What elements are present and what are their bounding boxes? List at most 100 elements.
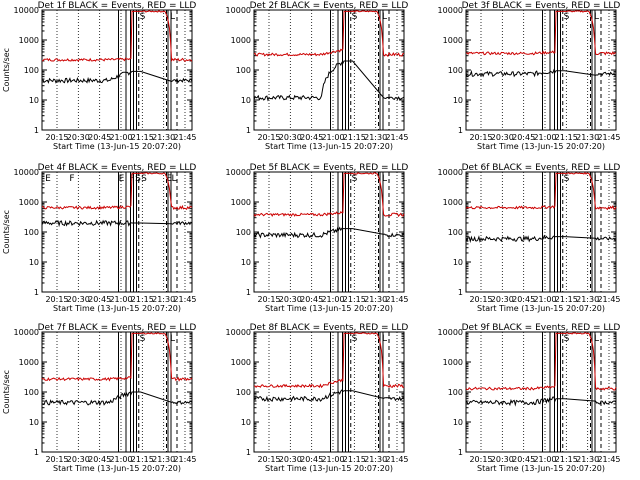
x-tick-label: 21:00 [109, 455, 132, 464]
y-tick-label: 1 [34, 288, 39, 297]
x-axis-label: Start Time (13-Jun-15 20:07:20) [53, 464, 181, 473]
x-tick-label: 21:15 [131, 295, 154, 304]
x-tick-label: 21:30 [364, 295, 387, 304]
y-tick-label: 1000 [231, 358, 251, 367]
chart-panel-8: Det 8f BLACK = Events, RED = LLD 1 10 100 10… [226, 323, 409, 473]
x-tick-label: 21:30 [364, 133, 387, 142]
y-tick-label: 1000 [443, 36, 463, 45]
x-tick-label: 20:45 [300, 295, 323, 304]
band-letter: S [564, 12, 570, 22]
chart-panel-1: Det 1f BLACK = Events, RED = LLD 1 10 100 10… [2, 1, 197, 151]
x-tick-label: 20:30 [491, 295, 514, 304]
x-axis-label: Start Time (13-Jun-15 20:07:20) [53, 142, 181, 151]
lld-series-line [465, 10, 617, 56]
y-tick-label: 10000 [226, 328, 251, 337]
chart-panel-2: Det 2f BLACK = Events, RED = LLD 1 10 100 10… [226, 1, 409, 151]
y-tick-label: 1000 [19, 358, 39, 367]
band-letter: L [170, 12, 175, 22]
y-axis-label: Counts/sec [2, 48, 11, 92]
x-tick-label: 20:30 [67, 455, 90, 464]
x-tick-label: 21:45 [173, 133, 196, 142]
y-tick-label: 1 [246, 448, 251, 457]
x-tick-label: 20:45 [88, 455, 111, 464]
y-tick-label: 10000 [14, 328, 39, 337]
events-series-line [465, 396, 617, 407]
chart-title: Det 9f BLACK = Events, RED = LLD [462, 323, 621, 333]
band-letter: S [135, 174, 141, 184]
lld-series-line [465, 332, 617, 391]
x-tick-label: 21:15 [555, 455, 578, 464]
lld-series-line [41, 172, 193, 211]
lld-series-line [465, 171, 617, 211]
y-tick-label: 100 [448, 388, 463, 397]
x-tick-label: 21:45 [385, 133, 408, 142]
x-tick-label: 21:45 [597, 133, 620, 142]
band-letter: L [594, 12, 599, 22]
chart-title: Det 8f BLACK = Events, RED = LLD [250, 323, 409, 333]
x-tick-label: 21:45 [385, 295, 408, 304]
band-letter: E [167, 174, 173, 184]
band-letter: S [140, 334, 146, 344]
y-tick-label: 10000 [226, 168, 251, 177]
y-tick-label: 100 [24, 388, 39, 397]
y-tick-label: 10000 [438, 168, 463, 177]
y-tick-label: 10000 [14, 6, 39, 15]
x-axis-label: Start Time (13-Jun-15 20:07:20) [53, 304, 181, 313]
x-tick-label: 21:00 [533, 295, 556, 304]
events-series-line [253, 226, 405, 239]
chart-panel-4: Det 4f BLACK = Events, RED = LLD 1 10 100 10… [2, 163, 197, 313]
band-letter: S [564, 174, 570, 184]
x-tick-label: 20:45 [300, 455, 323, 464]
y-tick-label: 1000 [19, 36, 39, 45]
x-tick-label: 21:45 [597, 455, 620, 464]
x-tick-label: 21:00 [321, 295, 344, 304]
y-tick-label: 1 [34, 448, 39, 457]
x-axis-label: Start Time (13-Jun-15 20:07:20) [477, 304, 605, 313]
events-series-line [465, 68, 617, 78]
band-letter: L [594, 334, 599, 344]
band-letter: S [352, 334, 358, 344]
y-tick-label: 10 [29, 96, 39, 105]
y-tick-label: 1000 [443, 198, 463, 207]
band-letter: F [69, 174, 74, 184]
x-axis-label: Start Time (13-Jun-15 20:07:20) [477, 464, 605, 473]
chart-title: Det 1f BLACK = Events, RED = LLD [38, 1, 197, 11]
lld-series-line [253, 172, 405, 218]
x-axis-label: Start Time (13-Jun-15 20:07:20) [265, 304, 393, 313]
band-letter: S [141, 174, 147, 184]
lld-series-line [41, 332, 193, 382]
x-tick-label: 20:45 [88, 295, 111, 304]
y-tick-label: 10 [29, 258, 39, 267]
chart-panel-9: Det 9f BLACK = Events, RED = LLD 1 10 100 10… [438, 323, 621, 473]
events-series-line [41, 219, 193, 228]
lld-series-line [41, 10, 193, 63]
chart-title: Det 6f BLACK = Events, RED = LLD [462, 163, 621, 173]
x-tick-label: 20:30 [279, 295, 302, 304]
x-tick-label: 20:30 [491, 133, 514, 142]
x-axis-label: Start Time (13-Jun-15 20:07:20) [265, 464, 393, 473]
x-tick-label: 20:15 [257, 455, 280, 464]
band-letter: L [170, 334, 175, 344]
band-letter: S [564, 334, 570, 344]
events-series-line [253, 389, 405, 403]
x-tick-label: 20:15 [45, 455, 68, 464]
x-tick-label: 20:15 [469, 455, 492, 464]
x-tick-label: 20:45 [512, 455, 535, 464]
band-letter: E [45, 174, 51, 184]
events-series-line [465, 234, 617, 244]
y-tick-label: 1 [458, 448, 463, 457]
x-tick-label: 20:15 [45, 295, 68, 304]
x-tick-label: 21:30 [152, 455, 175, 464]
events-series-line [41, 391, 193, 407]
y-tick-label: 1000 [443, 358, 463, 367]
x-tick-label: 21:15 [131, 133, 154, 142]
y-tick-label: 10000 [438, 328, 463, 337]
x-tick-label: 21:00 [533, 455, 556, 464]
y-axis-label: Counts/sec [2, 210, 11, 254]
y-tick-label: 1000 [231, 36, 251, 45]
x-tick-label: 21:30 [364, 455, 387, 464]
x-tick-label: 21:45 [173, 295, 196, 304]
band-letter: L [171, 174, 176, 184]
events-series-line [253, 60, 405, 102]
x-tick-label: 20:30 [279, 455, 302, 464]
